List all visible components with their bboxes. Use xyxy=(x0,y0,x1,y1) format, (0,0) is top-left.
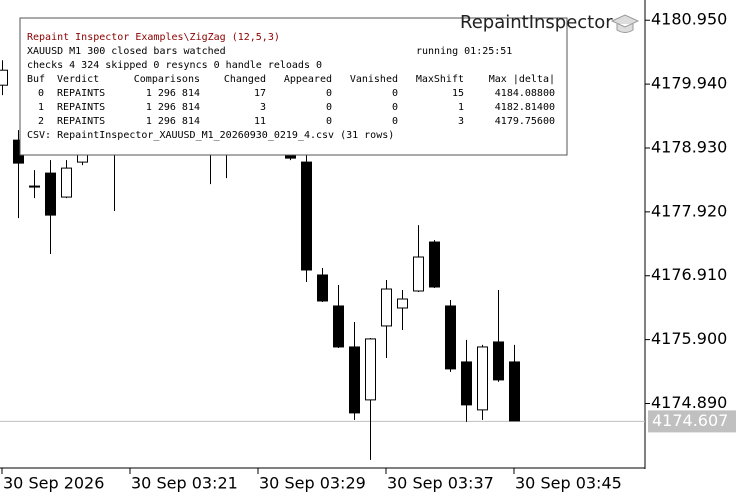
table-header: MaxShift xyxy=(416,74,464,85)
table-cell: 1 296 814 xyxy=(146,102,200,113)
panel-line: XAUUSD M1 300 closed bars watched xyxy=(27,46,226,57)
table-cell: 0 xyxy=(392,116,398,127)
table-cell: 3 xyxy=(260,102,266,113)
table-cell: 0 xyxy=(392,102,398,113)
x-tick-label: 30 Sep 2026 xyxy=(3,474,104,493)
table-header: Max |delta| xyxy=(489,74,555,85)
y-tick-label: 4179.940 xyxy=(651,74,727,93)
watermark: RepaintInspector xyxy=(460,12,613,33)
table-cell: 4179.75600 xyxy=(495,116,555,127)
table-cell: 17 xyxy=(254,88,266,99)
price-tag xyxy=(648,410,736,433)
candle-body xyxy=(301,161,312,271)
table-cell: 1 xyxy=(38,102,44,113)
info-panel xyxy=(19,17,568,156)
y-tick-label: 4174.890 xyxy=(651,393,727,412)
table-cell: 4184.08800 xyxy=(495,88,555,99)
table-cell: 3 xyxy=(458,116,464,127)
candle-body xyxy=(509,361,520,422)
candle-body xyxy=(445,305,456,370)
table-cell: REPAINTS xyxy=(57,116,105,127)
table-cell: 15 xyxy=(452,88,464,99)
table-cell: 1 296 814 xyxy=(146,116,200,127)
x-tick-label: 30 Sep 03:21 xyxy=(131,474,238,493)
table-cell: 2 xyxy=(38,116,44,127)
x-tick-label: 30 Sep 03:45 xyxy=(515,474,622,493)
table-cell: 0 xyxy=(326,88,332,99)
y-tick-label: 4180.950 xyxy=(651,10,727,29)
candle-body xyxy=(349,346,360,414)
table-header: Changed xyxy=(224,74,266,85)
price-tag-label: 4174.607 xyxy=(652,411,728,430)
panel-title: Repaint Inspector Examples\ZigZag (12,5,… xyxy=(27,32,280,43)
candle-body xyxy=(333,305,344,348)
candle-body xyxy=(381,288,392,327)
y-tick-label: 4175.900 xyxy=(651,329,727,348)
table-cell: 1 xyxy=(458,102,464,113)
candle-body xyxy=(61,167,72,198)
candle-body xyxy=(29,185,40,188)
table-cell: REPAINTS xyxy=(57,88,105,99)
x-tick-label: 30 Sep 03:29 xyxy=(259,474,366,493)
table-cell: 0 xyxy=(38,88,44,99)
candle-body xyxy=(461,361,472,406)
x-tick-label: 30 Sep 03:37 xyxy=(387,474,494,493)
candle-body xyxy=(365,338,376,401)
table-cell: 0 xyxy=(392,88,398,99)
candle-body xyxy=(0,69,8,86)
table-header: Vanished xyxy=(350,74,398,85)
table-cell: 0 xyxy=(326,116,332,127)
panel-line: checks 4 324 skipped 0 resyncs 0 handle … xyxy=(27,60,322,71)
table-cell: 1 296 814 xyxy=(146,88,200,99)
y-tick-label: 4176.910 xyxy=(651,265,727,284)
table-header: Verdict xyxy=(57,74,99,85)
candle-body xyxy=(413,256,424,292)
candle-body xyxy=(493,341,504,381)
panel-csv: CSV: RepaintInspector_XAUUSD_M1_20260930… xyxy=(27,130,394,141)
table-cell: 11 xyxy=(254,116,266,127)
table-header: Appeared xyxy=(284,74,332,85)
y-tick-label: 4177.920 xyxy=(651,201,727,220)
table-cell: 4182.81400 xyxy=(495,102,555,113)
candle-body xyxy=(45,172,56,216)
table-header: Buf xyxy=(27,74,45,85)
candle-body xyxy=(429,241,440,288)
table-cell: 0 xyxy=(326,102,332,113)
candle-body xyxy=(317,274,328,302)
candle-body xyxy=(397,298,408,309)
candle-body xyxy=(477,346,488,411)
y-tick-label: 4178.930 xyxy=(651,137,727,156)
panel-running: running 01:25:51 xyxy=(416,46,512,57)
table-header: Comparisons xyxy=(134,74,200,85)
table-cell: REPAINTS xyxy=(57,102,105,113)
watermark-icon xyxy=(610,14,640,33)
